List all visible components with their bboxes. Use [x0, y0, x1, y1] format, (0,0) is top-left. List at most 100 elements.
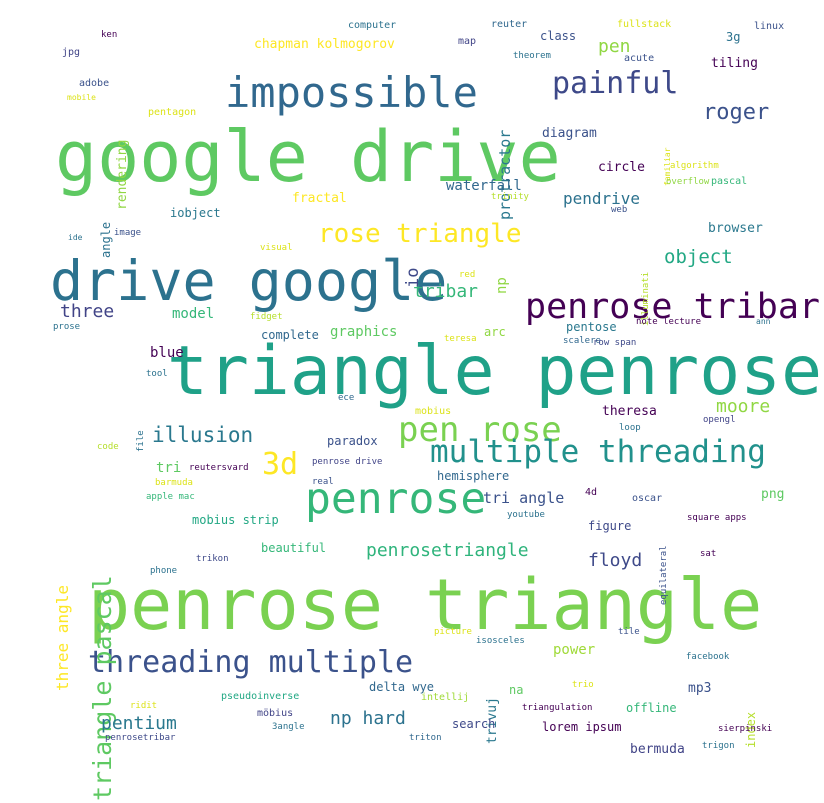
word-three-angle: three angle	[53, 585, 72, 691]
word-penrose-drive: penrose drive	[312, 457, 383, 467]
word-red: red	[459, 270, 476, 280]
word-web: web	[611, 205, 628, 215]
word-theorem: theorem	[513, 51, 551, 61]
word-map: map	[458, 36, 477, 47]
word-graphics: graphics	[330, 324, 398, 340]
word-reuter: reuter	[491, 19, 528, 30]
word-ece: ece	[338, 393, 355, 403]
word-illusion: illusion	[152, 423, 254, 447]
word-reutersvard: reutersvard	[189, 463, 249, 473]
word-penrosetribar: penrosetribar	[105, 733, 176, 743]
word-real: real	[312, 477, 334, 487]
word-intellij: intellij	[421, 692, 470, 703]
word-tiling: tiling	[711, 56, 758, 71]
word-roger: roger	[703, 100, 770, 125]
word-penrose-tribar: penrose tribar	[525, 287, 821, 327]
word-impossible: impossible	[225, 68, 478, 117]
word-apple-mac: apple mac	[146, 492, 195, 502]
word-file: file	[136, 430, 146, 452]
word-facebook: facebook	[686, 652, 730, 662]
word-waterfall: waterfall	[446, 178, 522, 194]
word-penrose-triangle: penrose triangle	[88, 564, 763, 646]
word-triton: triton	[409, 733, 442, 743]
word-model: model	[172, 306, 215, 322]
word-protractor: protractor	[496, 129, 514, 220]
word-floyd: floyd	[588, 550, 643, 571]
word-ann: ann	[756, 317, 771, 326]
word-row-span: row span	[593, 338, 637, 348]
word-search: search	[452, 717, 496, 731]
word-blue: blue	[150, 345, 184, 361]
word-penrosetriangle: penrosetriangle	[366, 540, 529, 561]
word-pen: pen	[598, 36, 631, 57]
word-3d: 3d	[262, 447, 299, 482]
word-browser: browser	[708, 221, 763, 236]
word-tile: tile	[618, 627, 640, 637]
word-iobject: iobject	[170, 206, 221, 220]
word-diagram: diagram	[542, 126, 597, 141]
word-triangulation: triangulation	[522, 703, 593, 713]
word-trio: trio	[572, 680, 594, 690]
word-chapman-kolmogorov: chapman kolmogorov	[254, 37, 395, 52]
word-tri-angle: tri angle	[483, 489, 565, 507]
word-class: class	[540, 29, 577, 43]
word-png: png	[761, 487, 785, 502]
word-drive-google: drive google	[50, 249, 448, 313]
word-computer: computer	[348, 20, 397, 31]
word-tribar: tribar	[413, 281, 479, 302]
word-paradox: paradox	[327, 434, 378, 448]
word-trinity: trinity	[491, 192, 529, 202]
word-opengl: opengl	[703, 415, 736, 425]
word-trigon: trigon	[702, 741, 735, 751]
word-phone: phone	[150, 566, 178, 576]
word-lorem-ipsum: lorem ipsum	[542, 720, 622, 734]
word-equilateral: equilateral	[659, 545, 669, 605]
word-scalere: scalere	[563, 336, 601, 346]
word-figure: figure	[588, 519, 632, 533]
word-complete: complete	[261, 328, 319, 342]
word-rose-triangle: rose triangle	[318, 219, 522, 249]
word-mobius: mobius	[415, 406, 452, 417]
word-triangle-pascal: triangle pascal	[88, 575, 117, 801]
word-mobile: mobile	[67, 93, 96, 102]
word-3g: 3g	[726, 30, 741, 44]
word-np: np	[494, 277, 510, 294]
word-delta-wye: delta wye	[369, 680, 435, 694]
word-threading-multiple: threading multiple	[88, 645, 414, 680]
word-triangle-penrose: triangle penrose	[167, 332, 823, 411]
word-linux: linux	[754, 21, 785, 32]
word-youtube: youtube	[507, 510, 545, 520]
word-beautiful: beautiful	[261, 541, 327, 555]
word-offline: offline	[626, 701, 677, 715]
word-isosceles: isosceles	[476, 636, 525, 646]
word-m-bius: möbius	[257, 708, 294, 719]
word-ide: ide	[68, 233, 83, 242]
word-adobe: adobe	[79, 78, 110, 89]
word-mobius-strip: mobius strip	[192, 513, 279, 527]
word-power: power	[553, 642, 596, 658]
word-note-lecture: note lecture	[636, 317, 702, 327]
word-pentium: pentium	[101, 713, 177, 734]
word-arc: arc	[484, 325, 506, 339]
word-google-drive: google drive	[55, 116, 561, 198]
word-theresa: theresa	[602, 404, 657, 419]
word-pen-rose: pen rose	[398, 410, 562, 450]
word-image: image	[114, 228, 142, 238]
word-pentagon: pentagon	[148, 107, 197, 118]
word-4d: 4d	[585, 487, 598, 498]
word-hemisphere: hemisphere	[437, 469, 510, 483]
word-pendrive: pendrive	[563, 189, 641, 208]
word-painful: painful	[552, 66, 679, 101]
word-pseudoinverse: pseudoinverse	[221, 691, 300, 702]
word-fullstack: fullstack	[617, 19, 672, 30]
word-na: na	[509, 683, 524, 697]
word-tool: tool	[146, 369, 168, 379]
word-overflow: overflow	[666, 177, 710, 187]
word-moore: moore	[716, 396, 771, 417]
word-sat: sat	[700, 549, 717, 559]
word-teresa: teresa	[444, 334, 477, 344]
word-pentose: pentose	[566, 320, 617, 334]
word-code: code	[97, 442, 119, 452]
word-angle: angle	[99, 221, 113, 258]
